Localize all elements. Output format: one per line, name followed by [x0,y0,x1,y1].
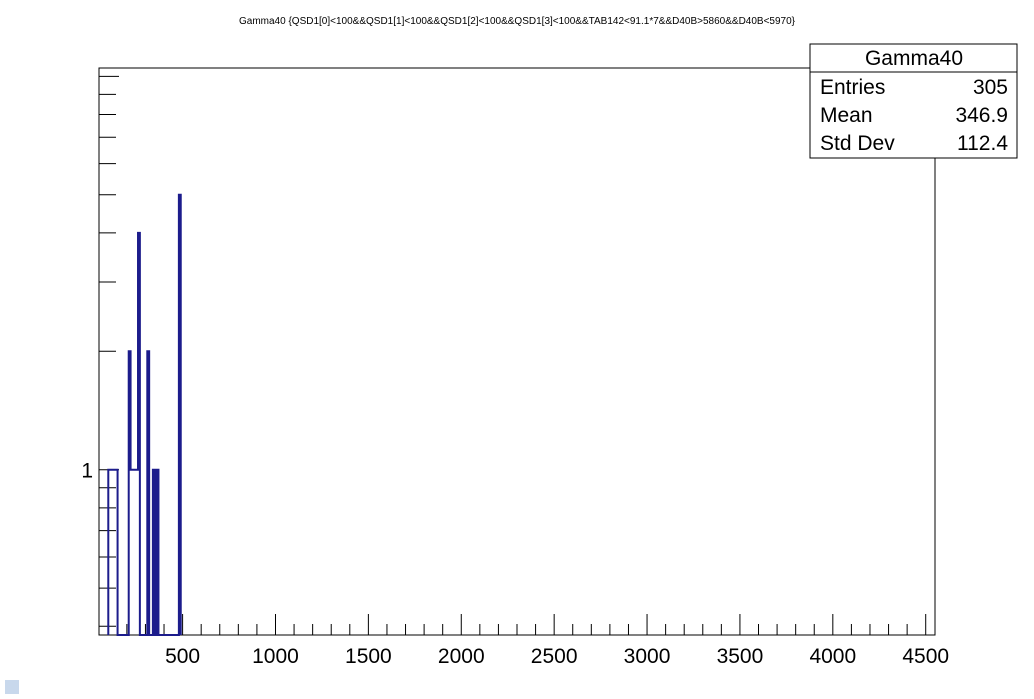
stats-value-entries: 305 [973,76,1008,99]
x-tick-label: 500 [165,645,200,668]
x-tick-label: 1000 [252,645,299,668]
y-tick-label: 1 [81,460,93,483]
stats-label-stddev: Std Dev [820,132,895,155]
stats-value-mean: 346.9 [955,104,1008,127]
stats-label-entries: Entries [820,76,885,99]
x-tick-label: 4500 [902,645,949,668]
y-axis-ticks [99,75,119,627]
x-tick-label: 2500 [531,645,578,668]
chart-title: Gamma40 {QSD1[0]<100&&QSD1[1]<100&&QSD1[… [239,16,796,27]
x-axis-tick-labels: 500 1000 1500 2000 2500 3000 3500 4000 4500 [165,645,949,668]
stats-label-mean: Mean [820,104,873,127]
y-axis-tick-labels: 1 [81,460,93,483]
x-axis-ticks [107,614,927,635]
stats-value-stddev: 112.4 [957,132,1008,155]
x-tick-label: 3000 [624,645,671,668]
x-tick-label: 3500 [717,645,764,668]
resize-handle-icon[interactable] [5,680,19,694]
stats-box-frame [809,43,1018,159]
stats-name: Gamma40 [865,47,963,70]
histogram-series [107,193,182,636]
x-tick-label: 4000 [809,645,856,668]
stats-box: Gamma40 Entries 305 Mean 346.9 Std Dev 1… [809,43,1018,159]
x-tick-label: 1500 [345,645,392,668]
x-tick-label: 2000 [438,645,485,668]
